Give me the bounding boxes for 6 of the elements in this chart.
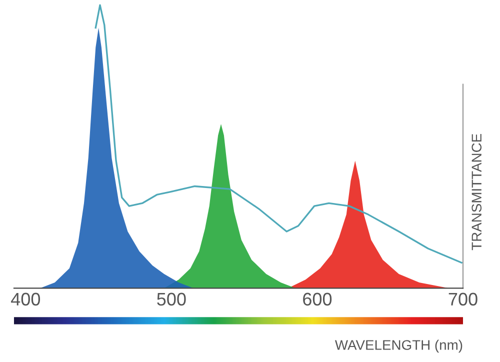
x-axis-title: WAVELENGTH (nm)	[334, 340, 462, 353]
x-tick-label: 400	[11, 292, 40, 306]
x-tick-label: 500	[157, 292, 186, 306]
y-axis-title: TRANSMITTANCE	[472, 134, 482, 250]
x-tick-label: 600	[303, 292, 332, 306]
x-tick-label: 700	[448, 292, 478, 306]
